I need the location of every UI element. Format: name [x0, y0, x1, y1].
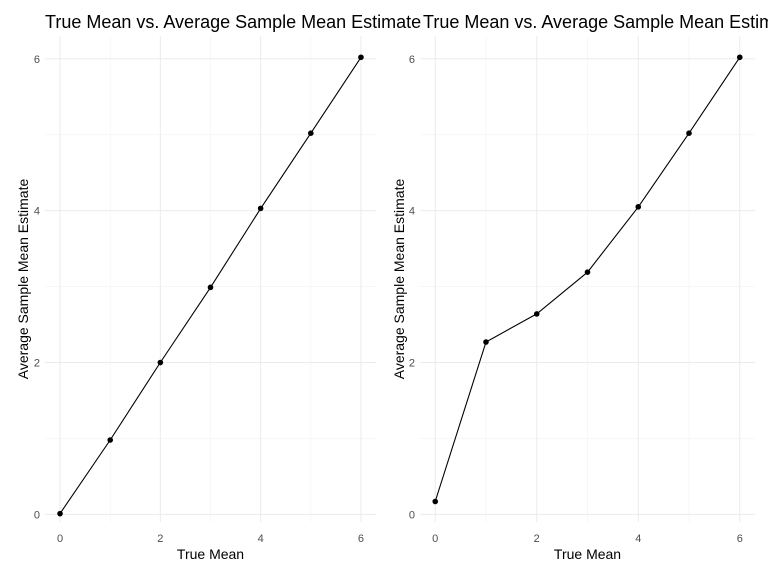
x-tick-label: 0: [432, 533, 438, 545]
data-point: [584, 269, 591, 275]
data-point: [57, 510, 63, 517]
data-point: [483, 339, 489, 345]
y-tick-label: 0: [409, 509, 415, 521]
x-axis-title: True Mean: [177, 546, 244, 562]
data-point: [207, 284, 214, 291]
data-point: [686, 130, 692, 136]
data-point: [107, 437, 113, 443]
data-point: [257, 205, 264, 212]
data-point: [308, 130, 314, 136]
chart-title: True Mean vs. Average Sample Mean Estima…: [45, 12, 421, 32]
x-tick-label: 4: [258, 533, 264, 545]
data-point: [358, 54, 364, 61]
x-axis-title: True Mean: [554, 546, 621, 562]
x-tick-label: 0: [57, 533, 63, 545]
data-point: [432, 498, 439, 505]
y-tick-label: 0: [34, 509, 40, 521]
y-tick-label: 4: [34, 206, 40, 218]
panel-1: 0 2 4 6 0 2 4 6 True Mean vs. Average Sample Mea…: [15, 12, 421, 562]
data-point: [635, 204, 642, 210]
y-tick-label: 6: [409, 54, 415, 66]
data-point: [533, 311, 540, 317]
y-axis-title: Average Sample Mean Estimate: [15, 179, 31, 380]
x-tick-label: 4: [635, 533, 641, 545]
y-tick-label: 2: [409, 358, 415, 370]
y-tick-label: 4: [409, 206, 415, 218]
chart-title: True Mean vs. Average Sample Mean Estima…: [423, 12, 768, 32]
y-tick-label: 6: [34, 54, 40, 66]
x-tick-label: 2: [534, 533, 540, 545]
data-point: [157, 359, 164, 366]
x-tick-label: 2: [157, 533, 163, 545]
y-axis-title: Average Sample Mean Estimate: [391, 179, 407, 380]
x-tick-label: 6: [358, 533, 364, 545]
y-tick-label: 2: [34, 358, 40, 370]
panel-2: 0 2 4 6 0 2 4 6 True Mean vs. Average Sample Mea…: [391, 12, 768, 562]
x-tick-label: 6: [737, 533, 743, 545]
data-point: [736, 54, 743, 61]
